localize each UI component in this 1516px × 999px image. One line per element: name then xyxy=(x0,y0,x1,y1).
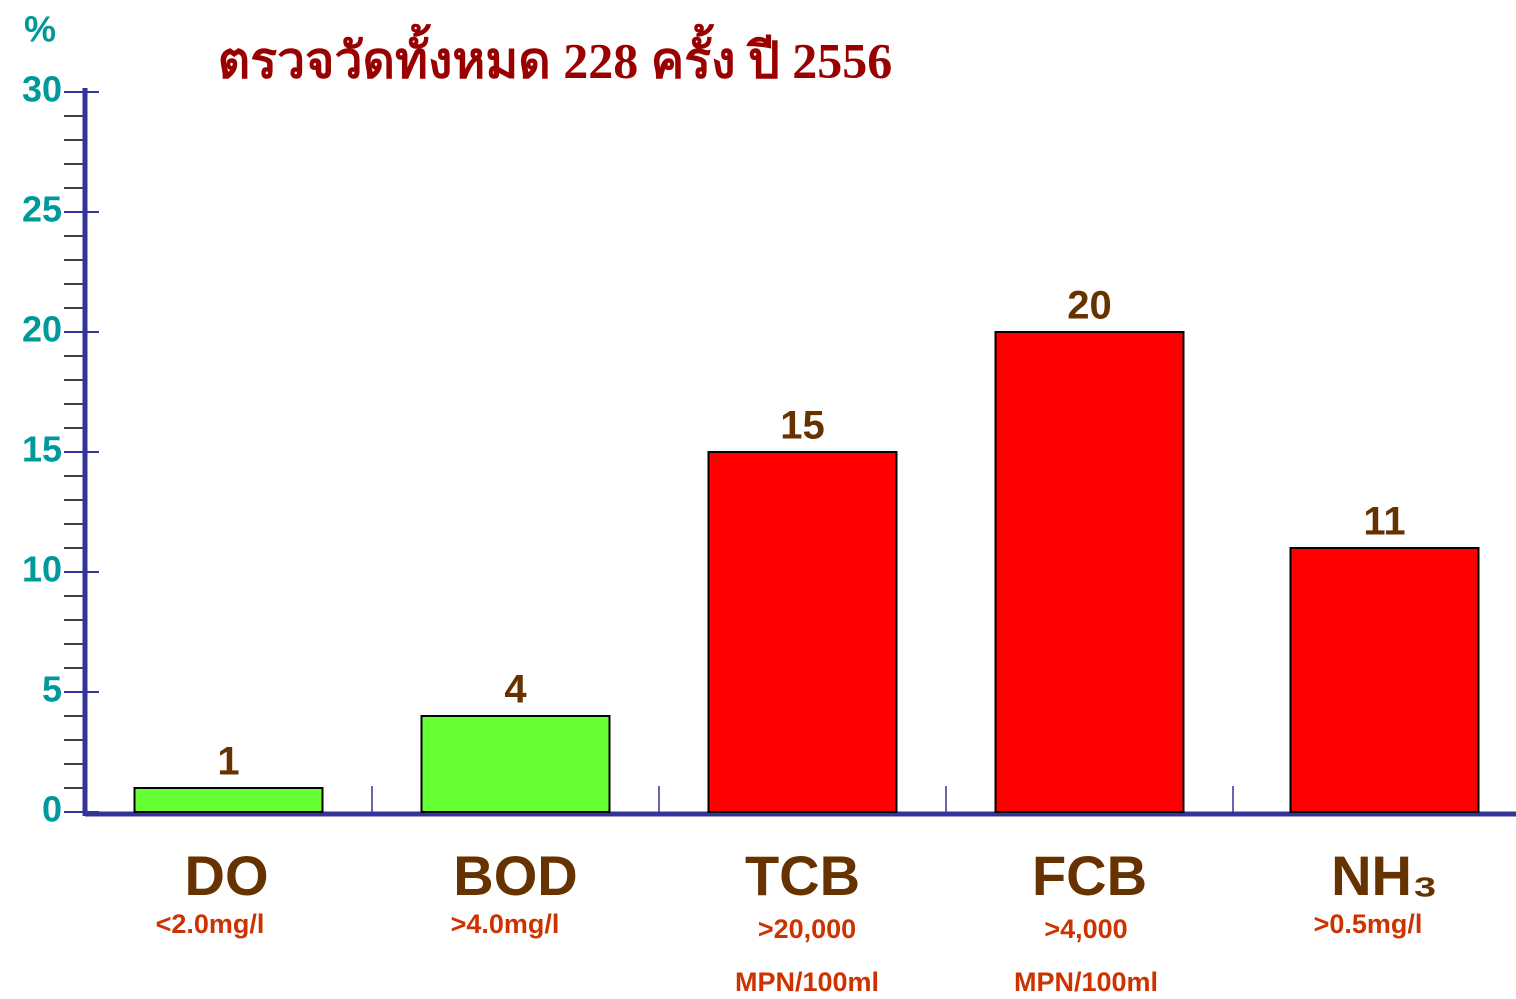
x-tick-label: TCB xyxy=(745,844,860,907)
y-tick-label: 20 xyxy=(22,309,62,350)
x-tick-label: BOD xyxy=(453,844,577,907)
value-label: 4 xyxy=(504,668,527,712)
y-tick-label: 0 xyxy=(42,789,62,830)
criteria-label: MPN/100ml xyxy=(735,967,879,997)
bar xyxy=(1291,548,1479,812)
criteria-label: >4.0mg/l xyxy=(451,909,560,939)
page: ตรวจวัดทั้งหมด 228 ครั้ง ปี 2556 % 0 5 10 1… xyxy=(0,0,1516,999)
criteria-label: >0.5mg/l xyxy=(1314,909,1423,939)
bar xyxy=(135,788,323,812)
x-tick-label: NH₃ xyxy=(1331,844,1438,907)
value-label: 15 xyxy=(780,404,825,448)
value-label: 1 xyxy=(217,740,239,784)
y-axis-label: % xyxy=(24,9,56,50)
criteria-label: >20,000 xyxy=(758,914,856,944)
value-label: 11 xyxy=(1363,500,1405,544)
y-tick-label: 25 xyxy=(22,189,62,230)
chart-title: ตรวจวัดทั้งหมด 228 ครั้ง ปี 2556 xyxy=(218,23,892,88)
x-tick-label: FCB xyxy=(1032,844,1147,907)
value-label: 20 xyxy=(1067,284,1112,328)
chart: ตรวจวัดทั้งหมด 228 ครั้ง ปี 2556 % 0 5 10 1… xyxy=(0,0,1516,999)
bar xyxy=(996,332,1184,812)
y-tick-label: 10 xyxy=(22,549,62,590)
criteria-label: >4,000 xyxy=(1044,914,1127,944)
criteria-label: MPN/100ml xyxy=(1014,967,1158,997)
y-tick-label: 30 xyxy=(22,69,62,110)
y-tick-label: 5 xyxy=(42,669,62,710)
bar xyxy=(422,716,610,812)
y-tick-label: 15 xyxy=(22,429,62,470)
criteria-label: <2.0mg/l xyxy=(156,909,265,939)
x-tick-label: DO xyxy=(185,844,269,907)
bar xyxy=(709,452,897,812)
